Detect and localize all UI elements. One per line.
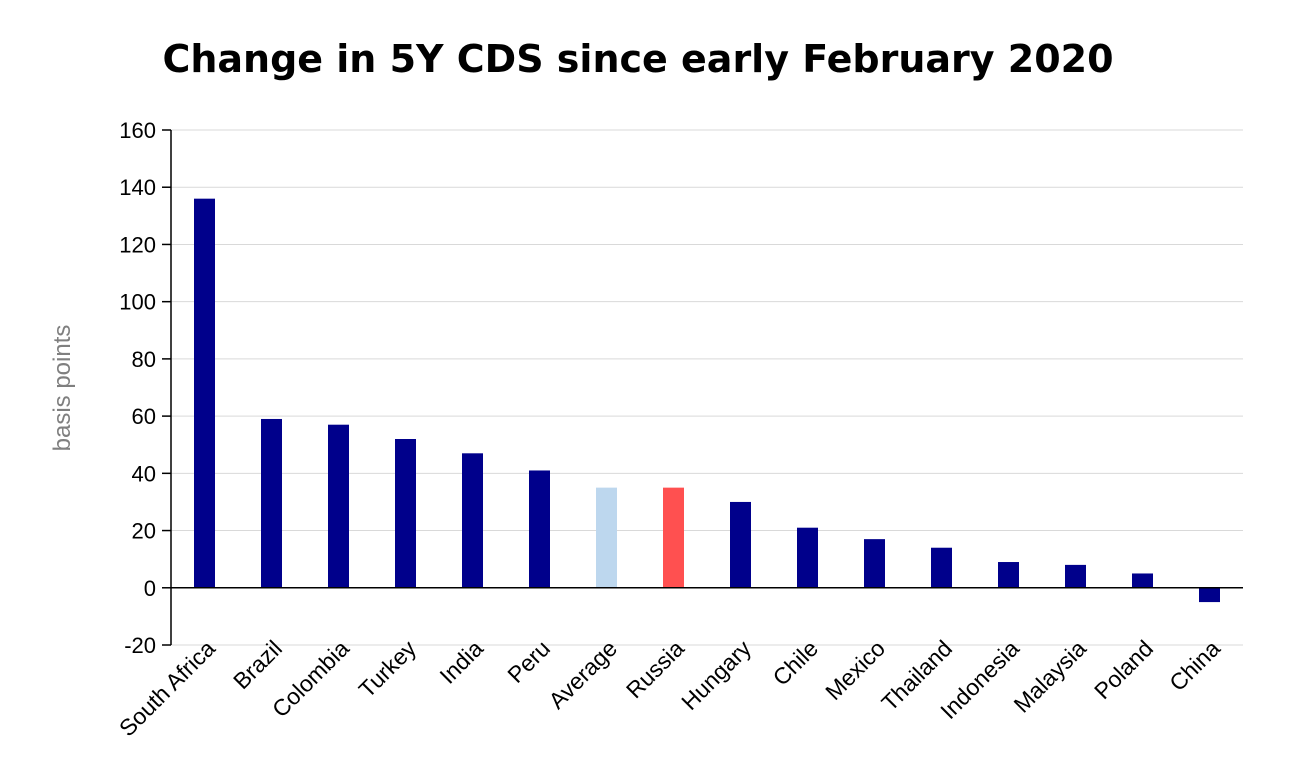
x-category-label: India <box>434 635 488 689</box>
x-category-label: Average <box>543 635 622 714</box>
x-category-label: Chile <box>768 635 823 690</box>
y-tick-label: 80 <box>132 347 156 372</box>
bar-average <box>596 487 617 588</box>
bar-malaysia <box>1065 564 1086 588</box>
bar-brazil <box>261 418 282 588</box>
y-tick-label: 120 <box>119 232 156 257</box>
y-tick-label: 160 <box>119 118 156 143</box>
y-tick-label: -20 <box>124 633 156 658</box>
bar-hungary <box>730 501 751 588</box>
axis-layer <box>162 129 1243 646</box>
bar-indonesia <box>998 562 1019 588</box>
bar-thailand <box>931 547 952 588</box>
bar-poland <box>1132 573 1153 588</box>
y-tick-label: 20 <box>132 519 156 544</box>
y-tick-label: 100 <box>119 290 156 315</box>
bars-layer <box>194 198 1220 603</box>
bar-mexico <box>864 539 885 588</box>
y-tick-labels: -20 0 20 40 60 80 100 120 140 160 <box>119 118 156 658</box>
x-category-label: Peru <box>502 635 555 688</box>
grid-layer <box>171 129 1243 646</box>
bar-china <box>1199 587 1220 603</box>
x-category-label: Malaysia <box>1008 635 1091 718</box>
y-tick-label: 140 <box>119 175 156 200</box>
bar-chile <box>797 527 818 588</box>
x-category-label: Poland <box>1089 635 1158 704</box>
bar-russia <box>663 487 684 588</box>
x-category-label: Hungary <box>676 635 756 715</box>
y-tick-label: 0 <box>144 576 156 601</box>
y-tick-label: 40 <box>132 461 156 486</box>
bar-turkey <box>395 439 416 588</box>
bar-south-africa <box>194 198 215 588</box>
x-category-label: China <box>1164 635 1225 696</box>
bar-peru <box>529 470 550 588</box>
y-tick-label: 60 <box>132 404 156 429</box>
bar-colombia <box>328 424 349 588</box>
y-axis-label: basis points <box>49 325 76 452</box>
bar-india <box>462 453 483 588</box>
x-category-label: Brazil <box>228 635 287 694</box>
chart-title: Change in 5Y CDS since early February 20… <box>162 37 1113 81</box>
